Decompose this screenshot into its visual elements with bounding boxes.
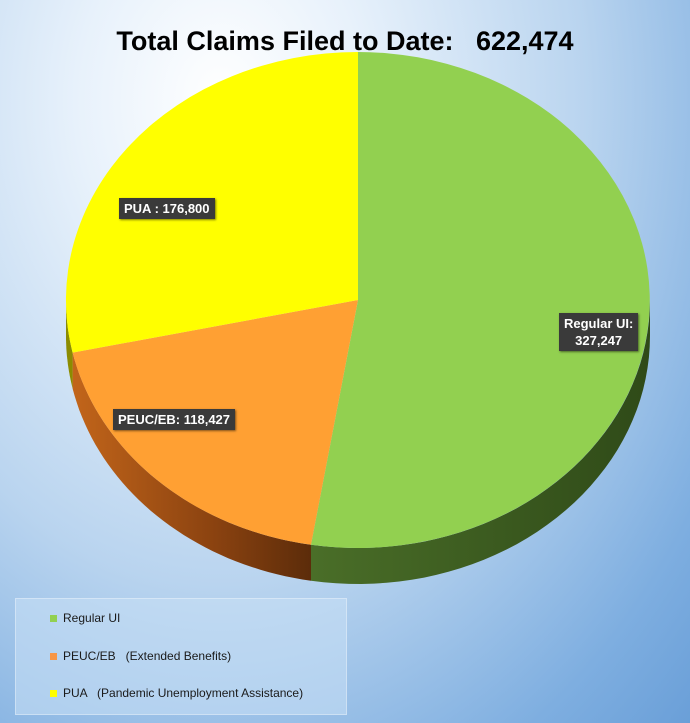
legend-label-regular-ui: Regular UI [63,611,121,625]
chart-title: Total Claims Filed to Date: 622,474 [116,26,574,56]
legend-swatch-regular-ui [50,614,57,622]
data-label-regular-ui-line2: 327,247 [575,333,623,348]
chart-legend: Regular UI PEUC/EB (Extended Benefits) P… [15,598,347,715]
data-label-pua-text: PUA : 176,800 [124,201,210,216]
legend-swatch-peuc-eb [50,652,57,660]
pie-side-peuc-eb [72,352,311,581]
data-label-pua: PUA : 176,800 [119,198,215,219]
data-label-peuc-eb-text: PEUC/EB: 118,427 [118,412,231,427]
data-label-peuc-eb: PEUC/EB: 118,427 [113,409,236,430]
legend-item-pua: PUA (Pandemic Unemployment Assistance) [50,686,303,700]
pie-side-regular-ui [311,300,650,584]
legend-label-peuc-eb: PEUC/EB (Extended Benefits) [63,649,232,663]
data-label-regular-ui: Regular UI: 327,247 [559,313,639,351]
legend-label-pua: PUA (Pandemic Unemployment Assistance) [63,686,304,700]
data-label-regular-ui-line1: Regular UI: [564,316,634,331]
legend-item-regular-ui: Regular UI [50,611,120,625]
pie-side-pua [66,300,73,389]
pie-slice-regular-ui [311,52,650,548]
legend-swatch-pua [50,689,57,697]
legend-item-peuc-eb: PEUC/EB (Extended Benefits) [50,649,231,663]
